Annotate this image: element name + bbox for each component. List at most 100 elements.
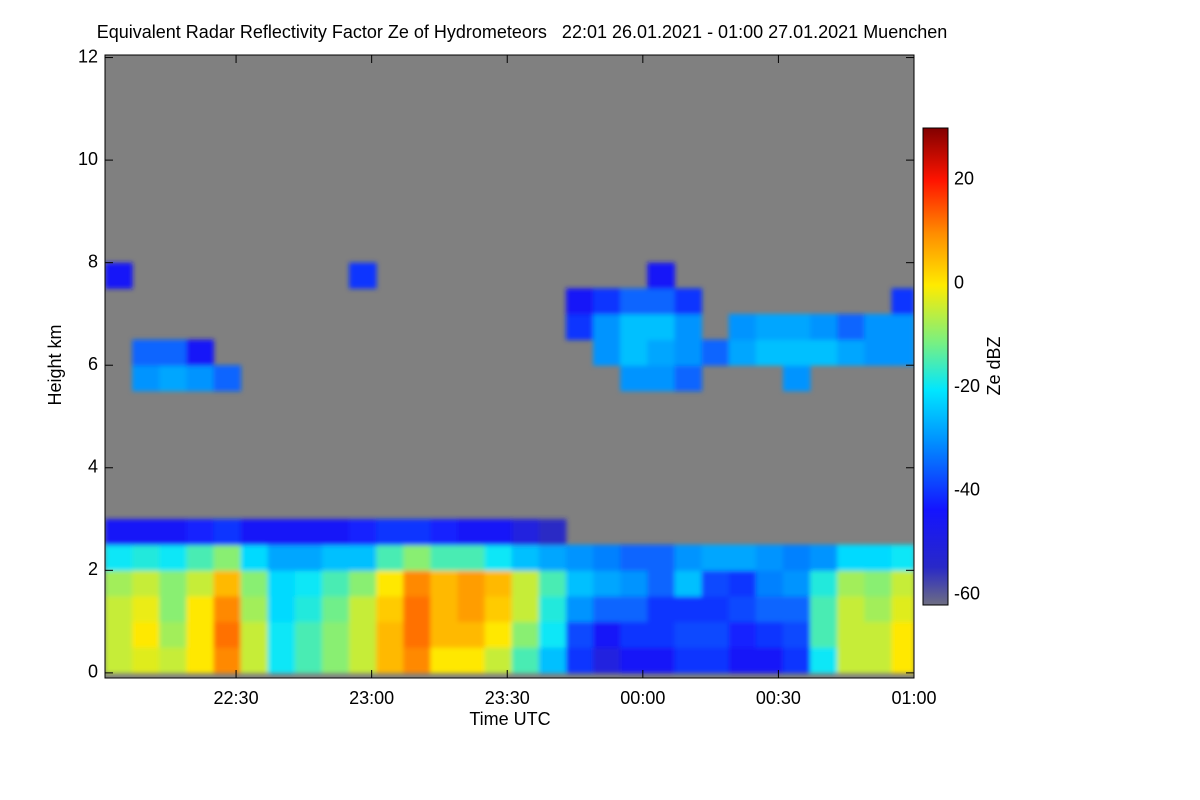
y-tick-label: 4: [88, 457, 98, 477]
heatmap-cell: [647, 339, 675, 366]
heatmap-cell: [755, 647, 784, 674]
heatmap-cell: [403, 621, 431, 648]
heatmap-cell: [186, 595, 214, 623]
heatmap-cell: [240, 570, 269, 597]
heatmap-cell: [403, 519, 431, 546]
heatmap-cell: [430, 570, 459, 597]
heatmap-cell: [620, 339, 648, 366]
heatmap-cell: [105, 519, 133, 546]
x-tick-label: 01:00: [891, 688, 936, 708]
heatmap-cell: [430, 519, 459, 546]
heatmap-cell: [538, 647, 567, 674]
heatmap-cell: [755, 570, 784, 597]
heatmap-cell: [674, 339, 703, 366]
heatmap-cell: [864, 570, 892, 597]
heatmap-cell: [810, 595, 838, 623]
heatmap-cell: [267, 647, 296, 674]
heatmap-cell: [593, 595, 621, 623]
heatmap-cell: [538, 595, 567, 623]
heatmap-cell: [647, 288, 675, 315]
x-tick-label: 00:30: [756, 688, 801, 708]
heatmap-cell: [674, 570, 703, 597]
heatmap-cell: [538, 519, 567, 546]
heatmap-cell: [647, 544, 675, 571]
heatmap-cell: [647, 570, 675, 597]
heatmap-cell: [186, 519, 214, 546]
heatmap-cell: [674, 288, 703, 315]
heatmap-cell: [755, 313, 784, 341]
heatmap-cell: [159, 519, 187, 546]
heatmap-cell: [376, 595, 404, 623]
heatmap-cell: [782, 595, 811, 623]
heatmap-cell: [105, 595, 133, 623]
heatmap-cell: [267, 621, 296, 648]
heatmap-cell: [620, 570, 648, 597]
heatmap-cell: [593, 570, 621, 597]
heatmap-cell: [647, 262, 675, 289]
heatmap-cell: [321, 570, 350, 597]
heatmap-cell: [186, 339, 214, 366]
heatmap-cell: [321, 647, 350, 674]
heatmap-cell: [782, 647, 811, 674]
heatmap-cell: [376, 621, 404, 648]
heatmap-cell: [511, 621, 540, 648]
heatmap-cell: [891, 570, 914, 597]
heatmap-cell: [159, 570, 187, 597]
heatmap-cell: [891, 647, 914, 674]
heatmap-cell: [810, 544, 838, 571]
heatmap-cell: [891, 621, 914, 648]
heatmap-cell: [891, 313, 914, 341]
heatmap-cell: [728, 544, 757, 571]
heatmap-cell: [864, 339, 892, 366]
heatmap-cell: [321, 519, 350, 546]
heatmap-cell: [701, 339, 730, 366]
heatmap-cell: [376, 647, 404, 674]
heatmap-cell: [593, 339, 621, 366]
heatmap-cell: [701, 621, 730, 648]
heatmap-cell: [810, 621, 838, 648]
heatmap-cell: [565, 288, 594, 315]
heatmap-cell: [728, 595, 757, 623]
heatmap-cell: [457, 570, 486, 597]
heatmap-cell: [511, 519, 540, 546]
heatmap-cell: [647, 647, 675, 674]
heatmap-cell: [810, 313, 838, 341]
heatmap-cell: [728, 647, 757, 674]
heatmap-cell: [701, 570, 730, 597]
heatmap-cell: [457, 519, 486, 546]
heatmap-cell: [891, 339, 914, 366]
heatmap-cell: [620, 621, 648, 648]
heatmap-cell: [647, 313, 675, 341]
heatmap-cell: [511, 544, 540, 571]
heatmap-cell: [837, 647, 865, 674]
heatmap-cell: [294, 595, 323, 623]
heatmap-cell: [837, 621, 865, 648]
heatmap-cell: [728, 339, 757, 366]
heatmap-cell: [132, 647, 160, 674]
heatmap-cell: [701, 544, 730, 571]
heatmap-cell: [620, 365, 648, 392]
heatmap-cell: [240, 647, 269, 674]
heatmap-cell: [565, 647, 594, 674]
heatmap-cell: [701, 595, 730, 623]
heatmap-cell: [728, 621, 757, 648]
y-axis-label: Height km: [45, 324, 65, 405]
heatmap-cell: [105, 570, 133, 597]
axes: 22:30 23:00 23:30 00:00 00:30 01:00 0 2 4 6 8 10 12 -…: [78, 46, 980, 707]
heatmap-cell: [593, 313, 621, 341]
heatmap-cell: [132, 339, 160, 366]
heatmap-cell: [213, 647, 242, 674]
heatmap-cell: [647, 595, 675, 623]
plot-frame: [104, 54, 915, 679]
heatmap-cell: [674, 365, 703, 392]
heatmap-cell: [565, 570, 594, 597]
heatmap-cell: [321, 621, 350, 648]
heatmap-cell: [430, 544, 459, 571]
heatmap-cell: [674, 621, 703, 648]
heatmap-cell: [864, 544, 892, 571]
heatmap-cell: [593, 621, 621, 648]
colorbar-tick-label: -40: [954, 480, 980, 500]
colorbar-tick-label: -60: [954, 583, 980, 603]
heatmap-cell: [240, 519, 269, 546]
